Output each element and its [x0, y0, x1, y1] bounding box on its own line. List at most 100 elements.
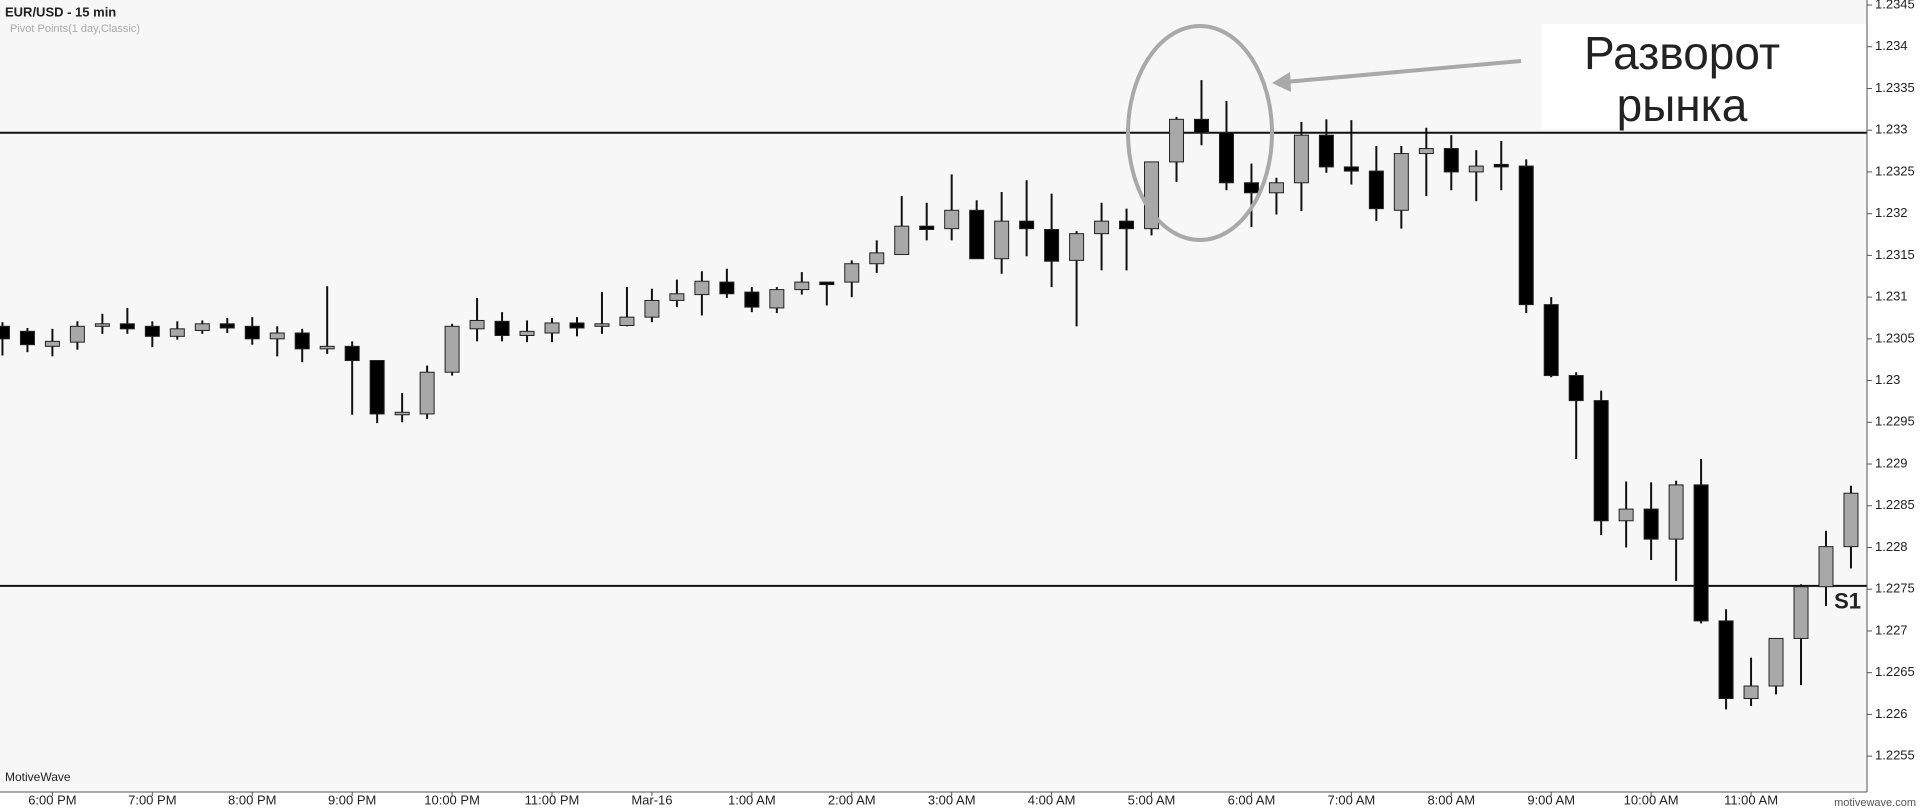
candle-body: [744, 291, 760, 308]
candle-body: [244, 325, 260, 340]
candle-body: [1468, 165, 1484, 173]
candle-body: [1243, 182, 1259, 194]
candle-body: [369, 360, 385, 415]
candle-body: [394, 411, 410, 416]
candle-body: [544, 322, 560, 334]
candle-body: [1768, 637, 1784, 687]
x-tick-label: 11:00 AM: [1724, 792, 1778, 807]
candle-body: [644, 299, 660, 318]
candle-body: [1343, 166, 1359, 172]
candle-body: [844, 263, 860, 283]
candle-body: [1044, 229, 1060, 262]
y-tick-label: 1.231: [1875, 289, 1908, 304]
x-tick-label: 11:00 PM: [525, 792, 580, 807]
candle-body: [1318, 134, 1334, 168]
candle-body: [1843, 492, 1859, 548]
x-tick-label: 2:00 AM: [828, 792, 876, 807]
x-tick-label: 7:00 AM: [1328, 792, 1376, 807]
candle-body: [94, 323, 110, 327]
chart-subtitle: Pivot Points(1 day,Classic): [10, 23, 140, 35]
candle-body: [1119, 220, 1135, 230]
candle-body: [19, 330, 35, 346]
arrow-head: [1272, 72, 1291, 92]
x-tick-label: 7:00 PM: [128, 792, 176, 807]
x-tick-label: 6:00 PM: [28, 792, 76, 807]
candle-body: [219, 323, 235, 329]
candle-body: [1443, 148, 1459, 173]
y-tick-label: 1.2315: [1875, 247, 1915, 262]
candle-body: [344, 345, 360, 362]
arrow-line: [1284, 59, 1522, 84]
x-tick-label: 3:00 AM: [928, 792, 976, 807]
x-tick-label: 6:00 AM: [1228, 792, 1276, 807]
candle-body: [994, 220, 1010, 260]
highlight-ellipse: [1126, 24, 1274, 242]
candle-body: [69, 325, 85, 343]
candle-body: [1368, 170, 1384, 210]
candle-body: [1293, 134, 1309, 184]
candle-body: [819, 281, 835, 286]
annotation-box: [1542, 24, 1866, 129]
pivot-label: S1: [1834, 589, 1861, 614]
candle-body: [1718, 620, 1734, 700]
candle-body: [319, 345, 335, 350]
x-tick-label: 4:00 AM: [1028, 792, 1076, 807]
candle-body: [594, 323, 610, 327]
candle-body: [119, 323, 135, 330]
y-tick-label: 1.226: [1875, 706, 1908, 721]
candle-body: [1668, 484, 1684, 540]
chart-title: EUR/USD - 15 min: [5, 4, 116, 19]
y-tick-label: 1.2325: [1875, 163, 1915, 178]
candle-body: [569, 322, 585, 329]
candle-body: [144, 325, 160, 337]
y-tick-label: 1.2275: [1875, 581, 1915, 596]
candle-body: [1593, 400, 1609, 522]
y-tick-label: 1.234: [1875, 38, 1908, 53]
candle-body: [694, 280, 710, 296]
x-tick-label: Mar-16: [631, 792, 672, 807]
candle-body: [44, 340, 60, 347]
candle-body: [519, 330, 535, 336]
candle-body: [419, 371, 435, 415]
candle-body: [1144, 161, 1160, 230]
candle-body: [469, 319, 485, 330]
candle-body: [1568, 375, 1584, 402]
candle-body: [1019, 220, 1035, 230]
x-tick-label: 1:00 AM: [728, 792, 776, 807]
x-tick-label: 9:00 PM: [328, 792, 376, 807]
x-tick-label: 9:00 AM: [1527, 792, 1575, 807]
y-tick-label: 1.2335: [1875, 80, 1915, 95]
annotation-text: Разворот: [1584, 27, 1780, 79]
candle-body: [1069, 233, 1085, 261]
x-tick-label: 8:00 PM: [228, 792, 276, 807]
candle-body: [1268, 182, 1284, 194]
y-tick-label: 1.232: [1875, 205, 1908, 220]
y-tick-label: 1.23: [1875, 372, 1900, 387]
candle-body: [1493, 163, 1509, 168]
y-tick-label: 1.2265: [1875, 664, 1915, 679]
plot: [0, 80, 1867, 710]
y-tick-label: 1.233: [1875, 122, 1908, 137]
candle-body: [494, 320, 510, 336]
y-tick-label: 1.2285: [1875, 497, 1915, 512]
y-tick-label: 1.229: [1875, 455, 1908, 470]
candle-body: [1518, 165, 1534, 306]
candle-body: [919, 225, 935, 231]
y-tick-label: 1.2295: [1875, 414, 1915, 429]
candle-body: [1693, 484, 1709, 622]
candle-body: [869, 252, 885, 265]
candle-body: [969, 209, 985, 260]
annotation-text: рынка: [1617, 79, 1748, 131]
candle-body: [1643, 508, 1659, 540]
candle-body: [1818, 546, 1834, 588]
candle-body: [194, 323, 210, 331]
y-tick-label: 1.2305: [1875, 330, 1915, 345]
candle-body: [944, 209, 960, 230]
x-tick-label: 5:00 AM: [1128, 792, 1176, 807]
candle-body: [894, 225, 910, 256]
y-tick-label: 1.227: [1875, 622, 1908, 637]
candle-body: [169, 328, 185, 337]
candle-body: [1418, 148, 1434, 155]
candle-body: [1743, 685, 1759, 700]
